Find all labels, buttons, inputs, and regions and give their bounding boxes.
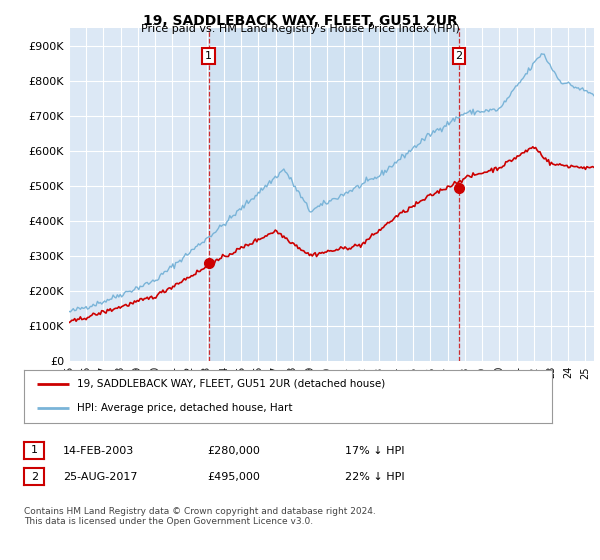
Text: 2: 2 [31,472,38,482]
Text: 17% ↓ HPI: 17% ↓ HPI [345,446,404,456]
Text: Contains HM Land Registry data © Crown copyright and database right 2024.
This d: Contains HM Land Registry data © Crown c… [24,507,376,526]
Text: HPI: Average price, detached house, Hart: HPI: Average price, detached house, Hart [77,403,292,413]
Text: 2: 2 [455,51,463,61]
Text: Price paid vs. HM Land Registry's House Price Index (HPI): Price paid vs. HM Land Registry's House … [140,24,460,34]
Text: 19, SADDLEBACK WAY, FLEET, GU51 2UR: 19, SADDLEBACK WAY, FLEET, GU51 2UR [143,14,457,28]
Text: 19, SADDLEBACK WAY, FLEET, GU51 2UR (detached house): 19, SADDLEBACK WAY, FLEET, GU51 2UR (det… [77,379,385,389]
Bar [209,28,459,361]
Text: £495,000: £495,000 [207,472,260,482]
Text: 14-FEB-2003: 14-FEB-2003 [63,446,134,456]
Text: 1: 1 [205,51,212,61]
Text: 25-AUG-2017: 25-AUG-2017 [63,472,137,482]
Text: £280,000: £280,000 [207,446,260,456]
Text: 22% ↓ HPI: 22% ↓ HPI [345,472,404,482]
Text: 1: 1 [31,445,38,455]
